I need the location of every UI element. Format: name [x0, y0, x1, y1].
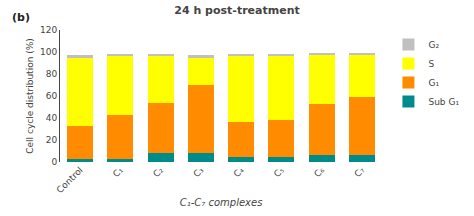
svg-text:C₃: C₃ — [191, 165, 205, 179]
svg-text:100: 100 — [40, 47, 57, 57]
svg-text:Cell cycle distribution (%): Cell cycle distribution (%) — [25, 38, 35, 154]
svg-text:C₁-C₇ complexes: C₁-C₇ complexes — [180, 197, 263, 208]
svg-text:120: 120 — [40, 25, 57, 35]
svg-text:80: 80 — [46, 69, 58, 79]
svg-text:C₄: C₄ — [232, 165, 246, 179]
svg-text:24 h post-treatment: 24 h post-treatment — [174, 4, 299, 17]
svg-text:C₁: C₁ — [111, 165, 125, 179]
svg-text:S: S — [428, 59, 434, 69]
svg-text:G₂: G₂ — [428, 40, 439, 50]
svg-text:Sub G₁: Sub G₁ — [428, 97, 459, 107]
svg-text:Control: Control — [55, 165, 85, 195]
svg-text:0: 0 — [51, 157, 57, 167]
svg-text:C₆: C₆ — [312, 165, 326, 179]
svg-text:20: 20 — [46, 135, 58, 145]
svg-text:(b): (b) — [12, 11, 30, 24]
svg-text:60: 60 — [46, 91, 58, 101]
svg-text:40: 40 — [46, 113, 58, 123]
svg-text:C₅: C₅ — [272, 165, 286, 179]
svg-text:C₇: C₇ — [352, 165, 366, 179]
svg-text:C₂: C₂ — [151, 165, 165, 179]
svg-text:G₁: G₁ — [428, 78, 439, 88]
